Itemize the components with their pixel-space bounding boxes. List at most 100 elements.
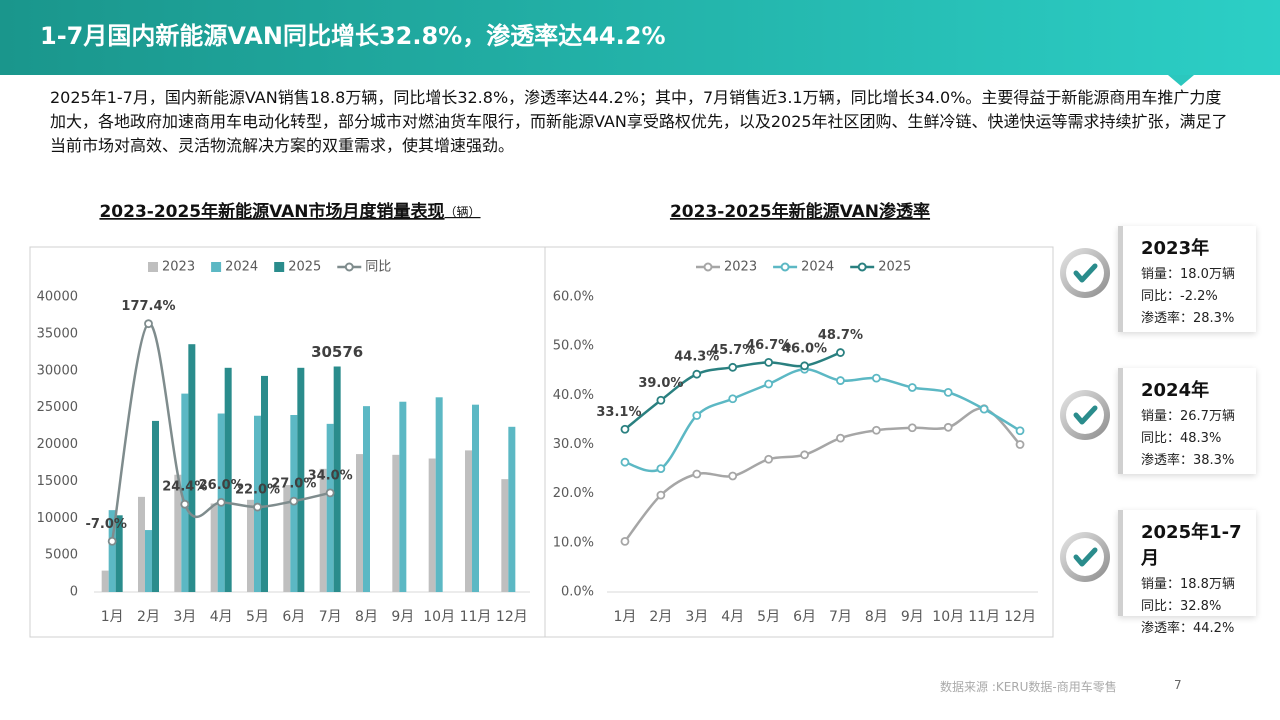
card-year: 2024年: [1141, 380, 1210, 401]
y-tick-label: 25000: [37, 400, 78, 415]
bar: [356, 454, 363, 592]
data-label: 45.7%: [710, 343, 755, 358]
check-icon: [1060, 532, 1110, 582]
legend-swatch: [857, 262, 867, 272]
bar: [333, 366, 341, 592]
line-marker: [620, 457, 630, 467]
check-icon: [1060, 390, 1110, 440]
y-tick-label: 0.0%: [561, 585, 594, 600]
chart-title-text: 2023-2025年新能源VAN市场月度销量表现: [99, 201, 444, 222]
x-tick-label: 8月: [355, 609, 378, 625]
line-marker: [620, 536, 630, 546]
bar: [210, 503, 218, 592]
line: [623, 407, 1021, 543]
bar: [247, 499, 254, 592]
x-tick-label: 12月: [1004, 609, 1036, 625]
line-marker: [728, 362, 738, 372]
stat-card: 2024年 销量：26.7万辆 同比：48.3% 渗透率：38.3%: [1118, 368, 1256, 474]
card-sales: 销量：18.8万辆: [1141, 577, 1235, 592]
card-sales: 销量：26.7万辆: [1141, 409, 1235, 424]
line-marker: [800, 361, 809, 371]
data-label: 177.4%: [121, 299, 175, 314]
line-marker: [836, 348, 845, 357]
bar: [392, 454, 400, 592]
line-marker: [656, 490, 666, 500]
bar: [363, 406, 370, 592]
legend-label: 2023: [162, 260, 195, 275]
card-year: 2025年1-7月: [1141, 522, 1242, 569]
data-label: 46.7%: [746, 338, 791, 353]
card-penetration: 渗透率：38.3%: [1141, 453, 1235, 468]
y-tick-label: 30000: [37, 363, 78, 378]
y-tick-label: 10000: [37, 511, 78, 526]
card-penetration: 渗透率：28.3%: [1141, 311, 1235, 326]
data-label: 33.1%: [596, 405, 641, 420]
y-tick-label: 40000: [37, 290, 78, 305]
line-marker: [943, 422, 953, 432]
bar: [261, 375, 268, 592]
x-tick-label: 6月: [282, 609, 305, 625]
line-marker: [656, 395, 666, 405]
y-tick-label: 50.0%: [553, 339, 594, 354]
x-tick-label: 9月: [901, 609, 924, 625]
y-tick-label: 60.0%: [553, 290, 594, 305]
check-icon: [1060, 248, 1110, 298]
line-marker: [692, 411, 702, 420]
y-tick-label: 20.0%: [553, 486, 594, 501]
x-tick-label: 3月: [173, 609, 196, 625]
legend-label: 2024: [225, 260, 258, 275]
x-tick-label: 4月: [210, 609, 233, 625]
chart-title-text: 2023-2025年新能源VAN渗透率: [670, 201, 930, 222]
data-label: 22.0%: [235, 483, 280, 498]
line-marker: [871, 425, 881, 435]
line-marker: [216, 497, 226, 507]
bar: [508, 426, 516, 592]
x-tick-label: 7月: [829, 609, 852, 625]
chart-frame: [544, 246, 1054, 638]
x-tick-label: 1月: [101, 609, 124, 625]
line-marker: [764, 357, 774, 367]
line-marker: [656, 464, 666, 473]
card-yoy: 同比：-2.2%: [1141, 289, 1218, 304]
legend-label: 2023: [724, 260, 757, 275]
y-tick-label: 30.0%: [553, 437, 594, 452]
line-marker: [764, 379, 774, 389]
bar: [101, 570, 109, 592]
data-label: 39.0%: [638, 376, 683, 391]
line-marker: [325, 488, 335, 498]
x-tick-label: 5月: [757, 609, 780, 625]
x-tick-label: 11月: [968, 609, 1000, 625]
header-notch: [1168, 75, 1194, 86]
x-tick-label: 10月: [932, 609, 964, 625]
y-tick-label: 35000: [37, 326, 78, 341]
line-marker: [728, 471, 738, 481]
x-tick-label: 9月: [391, 609, 414, 625]
bar: [152, 420, 159, 592]
card-yoy: 同比：32.8%: [1141, 599, 1222, 614]
chart-title: 2023-2025年新能源VAN渗透率: [670, 201, 930, 222]
bar: [188, 344, 196, 592]
data-label: 30576: [311, 343, 363, 361]
bar: [501, 479, 509, 592]
legend-swatch: [274, 262, 285, 272]
x-tick-label: 1月: [613, 609, 636, 625]
y-tick-label: 15000: [37, 474, 78, 489]
y-tick-label: 40.0%: [553, 388, 594, 403]
page-number: 7: [1174, 678, 1182, 692]
legend-swatch: [211, 262, 222, 272]
card-year: 2023年: [1141, 238, 1210, 259]
bar: [224, 367, 232, 592]
y-tick-label: 20000: [37, 437, 78, 452]
data-label: -7.0%: [85, 517, 126, 532]
line-marker: [1015, 440, 1025, 449]
line-marker: [620, 424, 630, 434]
data-label: 26.0%: [199, 478, 244, 493]
card-sales: 销量：18.0万辆: [1141, 267, 1235, 282]
bar: [472, 404, 479, 592]
legend-label: 2025: [288, 260, 321, 275]
line-marker: [180, 499, 190, 509]
bar: [326, 423, 334, 592]
line-marker: [836, 376, 845, 385]
bar: [283, 485, 291, 592]
